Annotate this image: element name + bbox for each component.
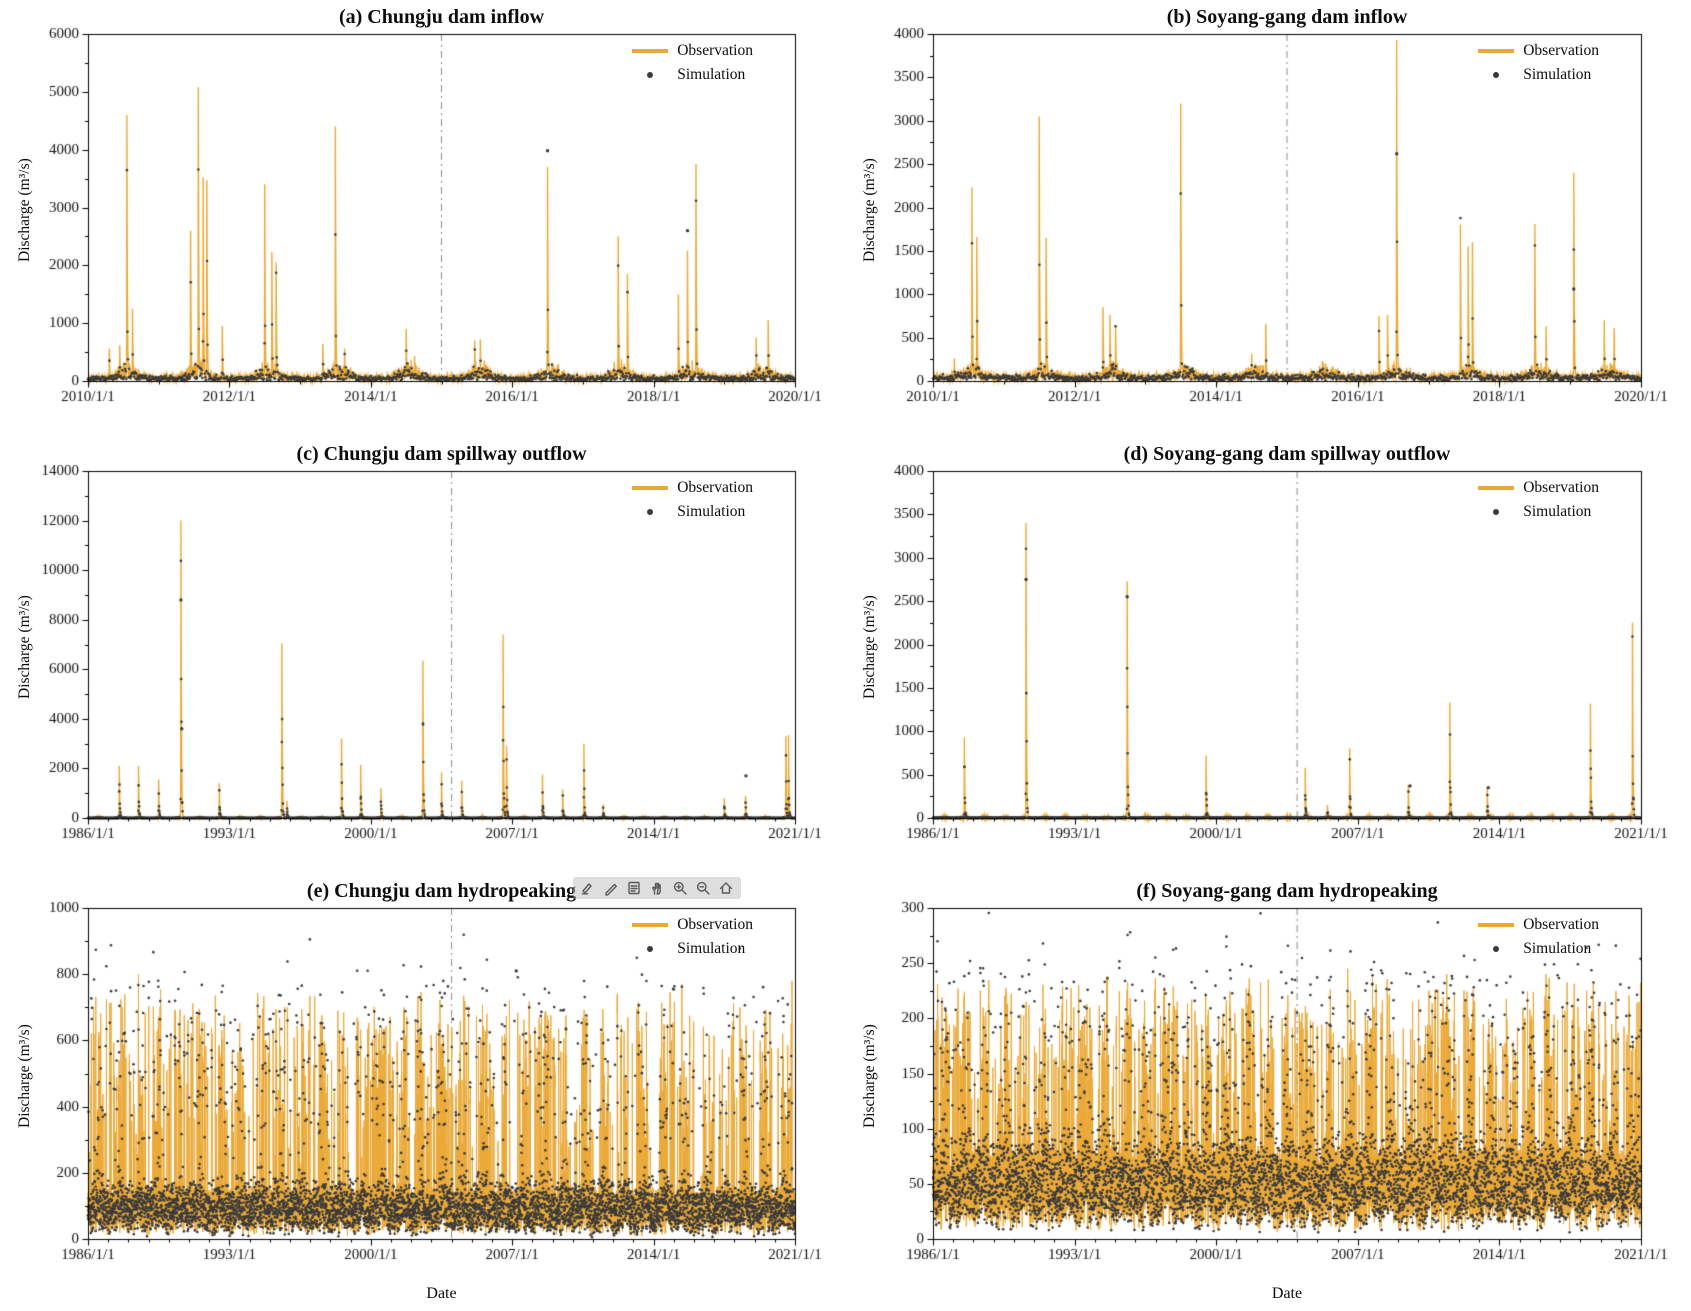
- legend-item-simulation: Simulation: [632, 940, 753, 958]
- simulation-dot-swatch: [1478, 509, 1514, 515]
- legend-item-simulation: Simulation: [1478, 503, 1599, 521]
- simulation-dot-swatch: [632, 72, 668, 78]
- panel-f: (f) Soyang-gang dam hydropeaking Dischar…: [845, 874, 1691, 1311]
- panel-c-ylabel: Discharge (m³/s): [16, 595, 33, 699]
- panel-a-legend: Observation Simulation: [632, 42, 753, 84]
- observation-line-swatch: [1478, 923, 1515, 927]
- legend-label-simulation: Simulation: [677, 503, 746, 520]
- legend-label-simulation: Simulation: [1523, 503, 1592, 520]
- legend-label-simulation: Simulation: [677, 66, 746, 83]
- panel-c: (c) Chungju dam spillway outflow Dischar…: [0, 437, 845, 874]
- legend-item-simulation: Simulation: [1478, 940, 1599, 958]
- legend-label-observation: Observation: [677, 916, 753, 933]
- legend-label-observation: Observation: [1523, 42, 1599, 59]
- observation-line-swatch: [1478, 49, 1515, 53]
- simulation-dot-swatch: [632, 946, 668, 952]
- pen-icon[interactable]: [603, 880, 619, 896]
- legend-label-observation: Observation: [677, 42, 753, 59]
- panel-f-ylabel: Discharge (m³/s): [861, 1024, 878, 1128]
- zoom-in-icon[interactable]: [672, 880, 688, 896]
- legend-item-observation: Observation: [632, 42, 753, 60]
- annotate-icon[interactable]: [580, 880, 596, 896]
- panel-c-legend: Observation Simulation: [632, 479, 753, 521]
- legend-label-observation: Observation: [1523, 479, 1599, 496]
- panel-a-plot-canvas: [0, 0, 845, 437]
- legend-label-simulation: Simulation: [1523, 66, 1592, 83]
- observation-line-swatch: [632, 923, 669, 927]
- panel-e-xlabel: Date: [426, 1285, 457, 1302]
- panel-e-plot-canvas: [0, 874, 845, 1311]
- panel-b: (b) Soyang-gang dam inflow Discharge (m³…: [845, 0, 1691, 437]
- simulation-dot-swatch: [1478, 946, 1514, 952]
- panel-b-title: (b) Soyang-gang dam inflow: [1166, 6, 1408, 28]
- panel-b-plot-canvas: [845, 0, 1691, 437]
- panel-d-ylabel: Discharge (m³/s): [861, 595, 878, 699]
- legend-label-observation: Observation: [677, 479, 753, 496]
- form-icon[interactable]: [626, 880, 642, 896]
- observation-line-swatch: [632, 486, 669, 490]
- legend-label-simulation: Simulation: [677, 940, 746, 957]
- panel-e-title: (e) Chungju dam hydropeaking: [306, 880, 577, 902]
- panel-e-ylabel: Discharge (m³/s): [16, 1024, 33, 1128]
- panel-c-plot-canvas: [0, 437, 845, 874]
- panel-a: (a) Chungju dam inflow Discharge (m³/s) …: [0, 0, 845, 437]
- legend-item-simulation: Simulation: [632, 503, 753, 521]
- simulation-dot-swatch: [1478, 72, 1514, 78]
- panel-d-title: (d) Soyang-gang dam spillway outflow: [1123, 443, 1451, 465]
- simulation-dot-swatch: [632, 509, 668, 515]
- observation-line-swatch: [1478, 486, 1515, 490]
- legend-item-observation: Observation: [632, 479, 753, 497]
- panel-e: (e) Chungju dam hydropeaking Discharge (…: [0, 874, 845, 1311]
- panel-b-ylabel: Discharge (m³/s): [861, 158, 878, 262]
- pan-hand-icon[interactable]: [649, 880, 665, 896]
- panel-a-ylabel: Discharge (m³/s): [16, 158, 33, 262]
- plot-toolbar: [573, 877, 741, 899]
- panel-f-plot-canvas: [845, 874, 1691, 1311]
- panel-f-legend: Observation Simulation: [1478, 916, 1599, 958]
- legend-label-observation: Observation: [1523, 916, 1599, 933]
- legend-item-observation: Observation: [1478, 42, 1599, 60]
- legend-label-simulation: Simulation: [1523, 940, 1592, 957]
- panel-a-title: (a) Chungju dam inflow: [338, 6, 545, 28]
- zoom-out-icon[interactable]: [695, 880, 711, 896]
- panel-f-xlabel: Date: [1271, 1285, 1303, 1302]
- legend-item-simulation: Simulation: [1478, 66, 1599, 84]
- panel-d-legend: Observation Simulation: [1478, 479, 1599, 521]
- observation-line-swatch: [632, 49, 669, 53]
- panel-c-title: (c) Chungju dam spillway outflow: [296, 443, 587, 465]
- panel-f-title: (f) Soyang-gang dam hydropeaking: [1136, 880, 1438, 902]
- panel-d: (d) Soyang-gang dam spillway outflow Dis…: [845, 437, 1691, 874]
- panel-e-legend: Observation Simulation: [632, 916, 753, 958]
- panel-b-legend: Observation Simulation: [1478, 42, 1599, 84]
- legend-item-observation: Observation: [1478, 916, 1599, 934]
- home-icon[interactable]: [718, 880, 734, 896]
- legend-item-simulation: Simulation: [632, 66, 753, 84]
- legend-item-observation: Observation: [632, 916, 753, 934]
- legend-item-observation: Observation: [1478, 479, 1599, 497]
- panel-d-plot-canvas: [845, 437, 1691, 874]
